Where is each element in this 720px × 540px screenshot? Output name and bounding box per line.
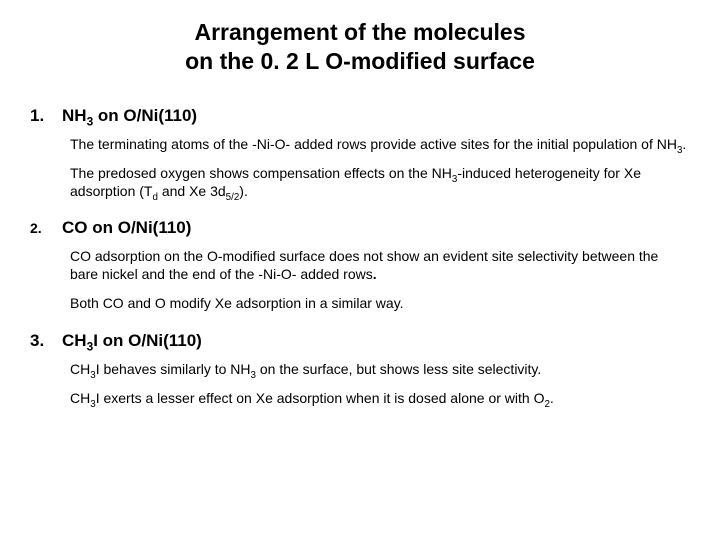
section-3: 3. CH3I on O/Ni(110) CH3I behaves simila… — [30, 331, 690, 408]
section-1-body: The terminating atoms of the -Ni-O- adde… — [30, 136, 690, 201]
title-line-2: on the 0. 2 L O-modified surface — [185, 48, 535, 74]
section-3-body: CH3I behaves similarly to NH3 on the sur… — [30, 361, 690, 408]
title-line-1: Arrangement of the molecules — [194, 19, 525, 45]
section-1-para-1: The terminating atoms of the -Ni-O- adde… — [70, 136, 690, 154]
section-2: 2. CO on O/Ni(110) CO adsorption on the … — [30, 218, 690, 313]
section-1-title: NH3 on O/Ni(110) — [62, 106, 197, 126]
section-2-heading: 2. CO on O/Ni(110) — [30, 218, 690, 238]
section-3-heading: 3. CH3I on O/Ni(110) — [30, 331, 690, 351]
section-1: 1. NH3 on O/Ni(110) The terminating atom… — [30, 106, 690, 201]
section-1-heading: 1. NH3 on O/Ni(110) — [30, 106, 690, 126]
section-2-para-1: CO adsorption on the O-modified surface … — [70, 248, 690, 283]
section-3-number: 3. — [30, 331, 62, 351]
section-2-title: CO on O/Ni(110) — [62, 218, 191, 238]
section-1-para-2: The predosed oxygen shows compensation e… — [70, 165, 690, 200]
slide-title: Arrangement of the molecules on the 0. 2… — [30, 18, 690, 76]
section-2-para-2: Both CO and O modify Xe adsorption in a … — [70, 295, 690, 313]
section-2-body: CO adsorption on the O-modified surface … — [30, 248, 690, 313]
section-3-para-2: CH3I exerts a lesser effect on Xe adsorp… — [70, 390, 690, 408]
section-1-number: 1. — [30, 106, 62, 126]
section-3-para-1: CH3I behaves similarly to NH3 on the sur… — [70, 361, 690, 379]
section-3-title: CH3I on O/Ni(110) — [62, 331, 202, 351]
section-2-number: 2. — [30, 218, 62, 238]
